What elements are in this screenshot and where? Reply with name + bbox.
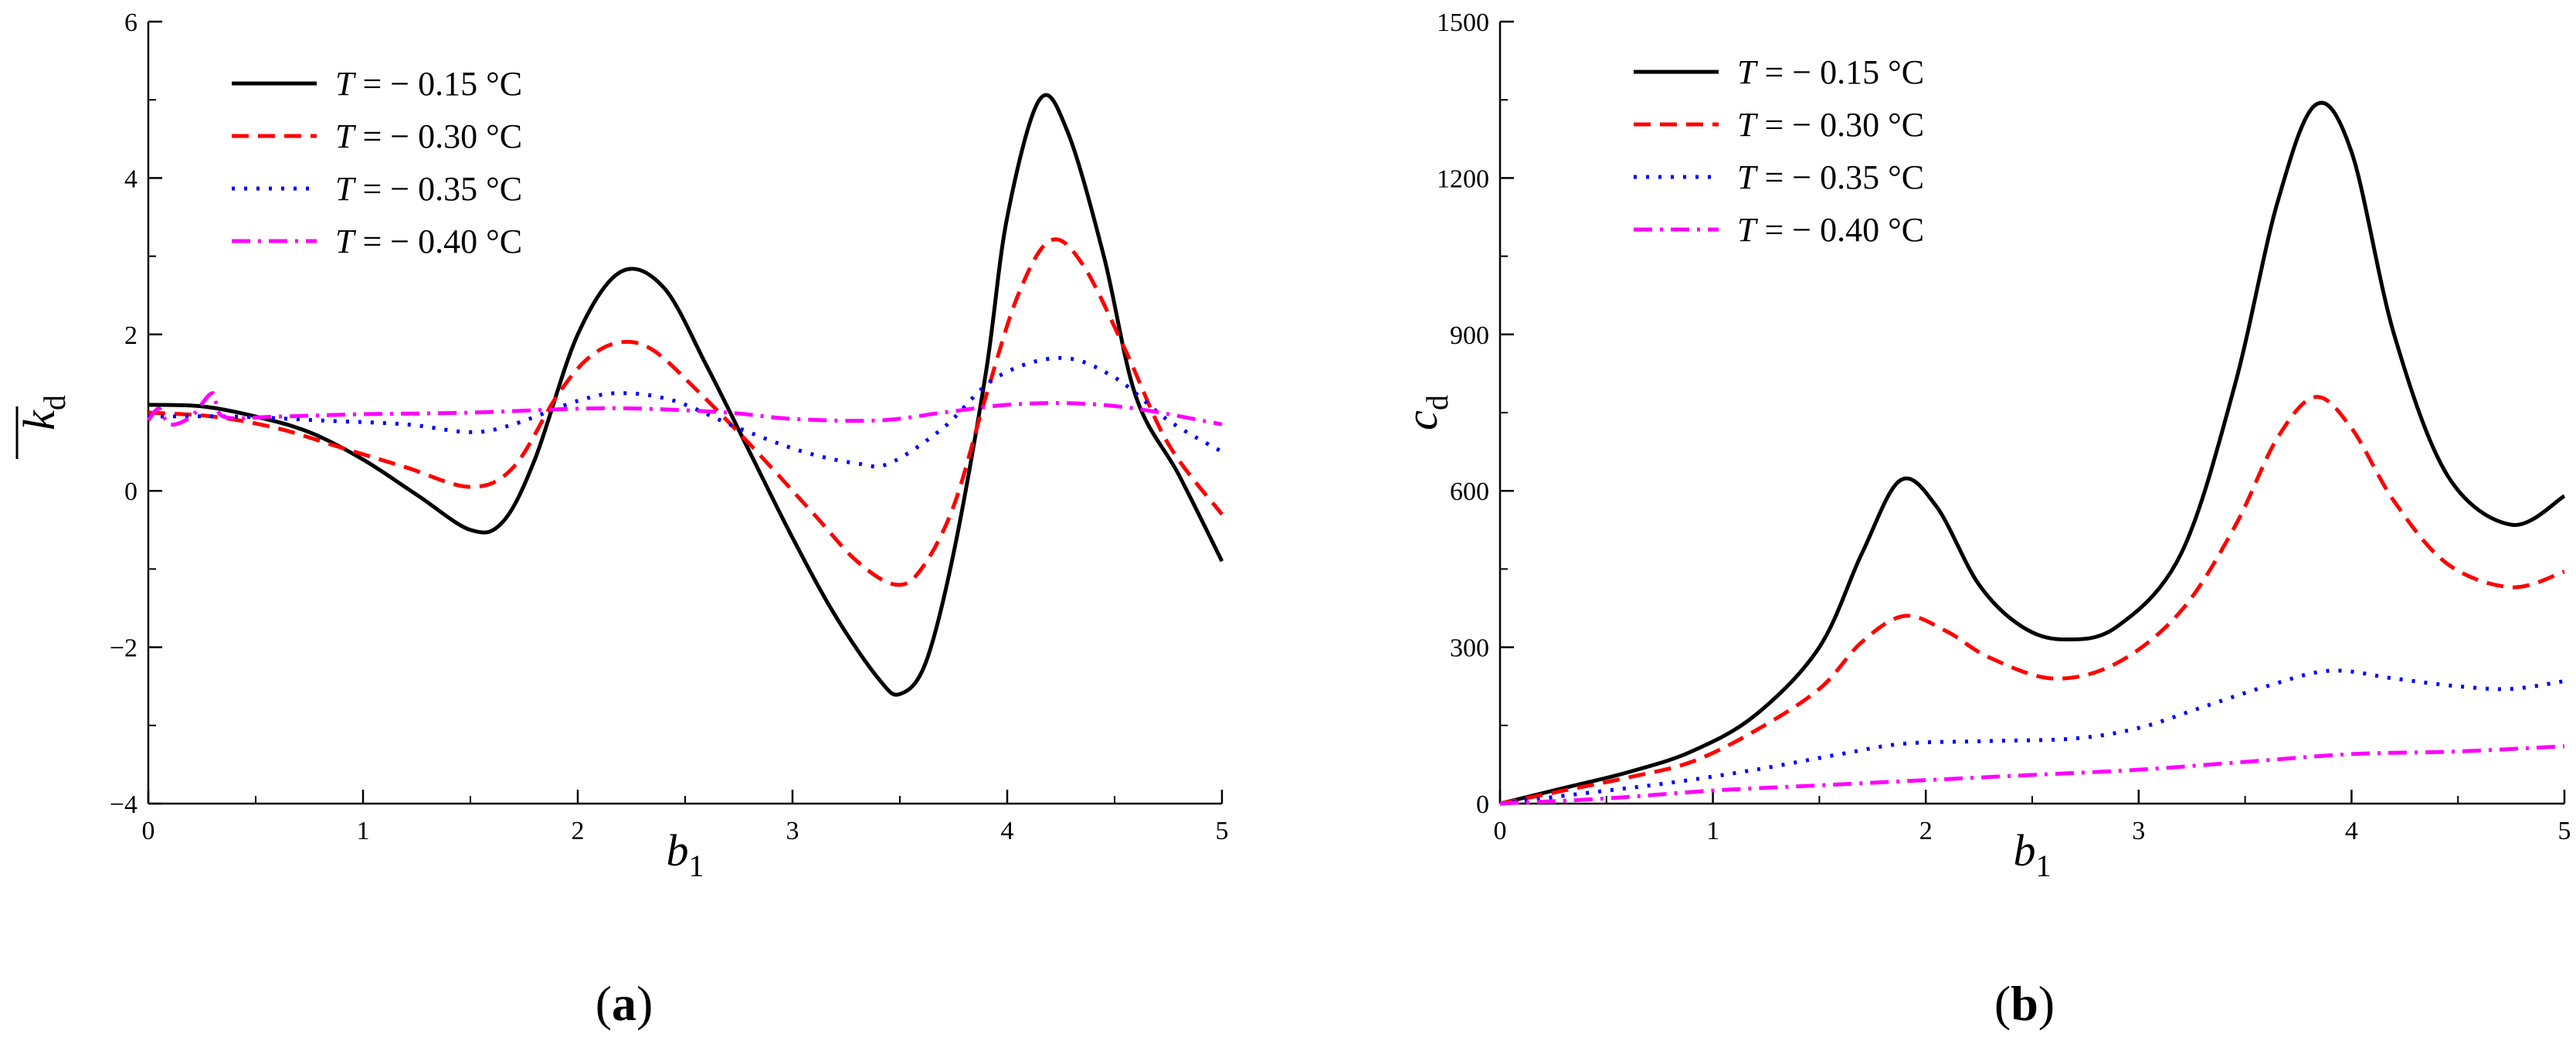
y-tick-label: −2 bbox=[110, 634, 137, 663]
x-axis-label: b1 bbox=[667, 825, 704, 883]
y-tick-label: 1500 bbox=[1437, 8, 1489, 37]
y-tick-label: 6 bbox=[124, 8, 137, 37]
y-axis-label: kd bbox=[14, 395, 72, 430]
series-line bbox=[1499, 668, 2565, 806]
y-tick-label: 0 bbox=[1476, 790, 1489, 819]
x-tick-label: 5 bbox=[1216, 817, 1229, 845]
x-tick-label: 1 bbox=[357, 817, 370, 845]
x-tick-label: 1 bbox=[1706, 817, 1719, 845]
x-tick-label: 3 bbox=[786, 817, 799, 845]
series-line bbox=[1499, 100, 2566, 806]
legend-entry: T = − 0.40 °C bbox=[1737, 211, 1924, 249]
y-tick-label: 4 bbox=[124, 165, 137, 193]
series-line bbox=[148, 355, 1224, 469]
x-tick-label: 4 bbox=[1001, 817, 1014, 845]
panel-label: (a) bbox=[596, 976, 653, 1031]
y-tick-label: 0 bbox=[124, 478, 137, 506]
y-tick-label: 900 bbox=[1450, 321, 1489, 350]
y-tick-label: 600 bbox=[1450, 478, 1489, 506]
x-tick-label: 4 bbox=[2345, 817, 2358, 845]
panel-a: 0 1 2 3 4 5 −4 −2 0 2 4 6 T = − 0.15 °C T = − 0.30 °C… bbox=[14, 8, 1229, 1031]
y-axis-label: cd bbox=[1397, 395, 1454, 430]
x-axis-label: b1 bbox=[2014, 825, 2052, 883]
y-tick-label: 1200 bbox=[1437, 165, 1489, 193]
y-tick-label: 300 bbox=[1450, 634, 1489, 663]
series-line bbox=[147, 391, 1223, 427]
x-tick-label: 5 bbox=[2558, 817, 2571, 845]
panel-b: 0 1 2 3 4 5 0 300 600 900 1200 1500 T = − 0.15 °C T =… bbox=[1397, 8, 2571, 1031]
x-tick-label: 2 bbox=[572, 817, 585, 845]
x-tick-label: 0 bbox=[1494, 817, 1507, 845]
legend-entry: T = − 0.30 °C bbox=[1737, 106, 1924, 144]
series-line bbox=[1499, 744, 2565, 806]
series-line bbox=[148, 93, 1224, 697]
series-line bbox=[1499, 395, 2565, 806]
legend-entry: T = − 0.30 °C bbox=[335, 117, 522, 155]
panel-label: (b) bbox=[1994, 976, 2055, 1031]
legend-entry: T = − 0.15 °C bbox=[335, 65, 522, 103]
legend-entry: T = − 0.35 °C bbox=[335, 170, 522, 208]
x-tick-label: 0 bbox=[142, 817, 155, 845]
legend-entry: T = − 0.15 °C bbox=[1737, 53, 1924, 91]
series-line bbox=[148, 237, 1224, 587]
x-tick-label: 2 bbox=[1919, 817, 1933, 845]
legend-entry: T = − 0.35 °C bbox=[1737, 158, 1924, 196]
legend-entry: T = − 0.40 °C bbox=[335, 223, 522, 260]
y-tick-label: 2 bbox=[124, 321, 137, 350]
x-tick-label: 3 bbox=[2132, 817, 2145, 845]
y-tick-label: −4 bbox=[110, 790, 137, 819]
